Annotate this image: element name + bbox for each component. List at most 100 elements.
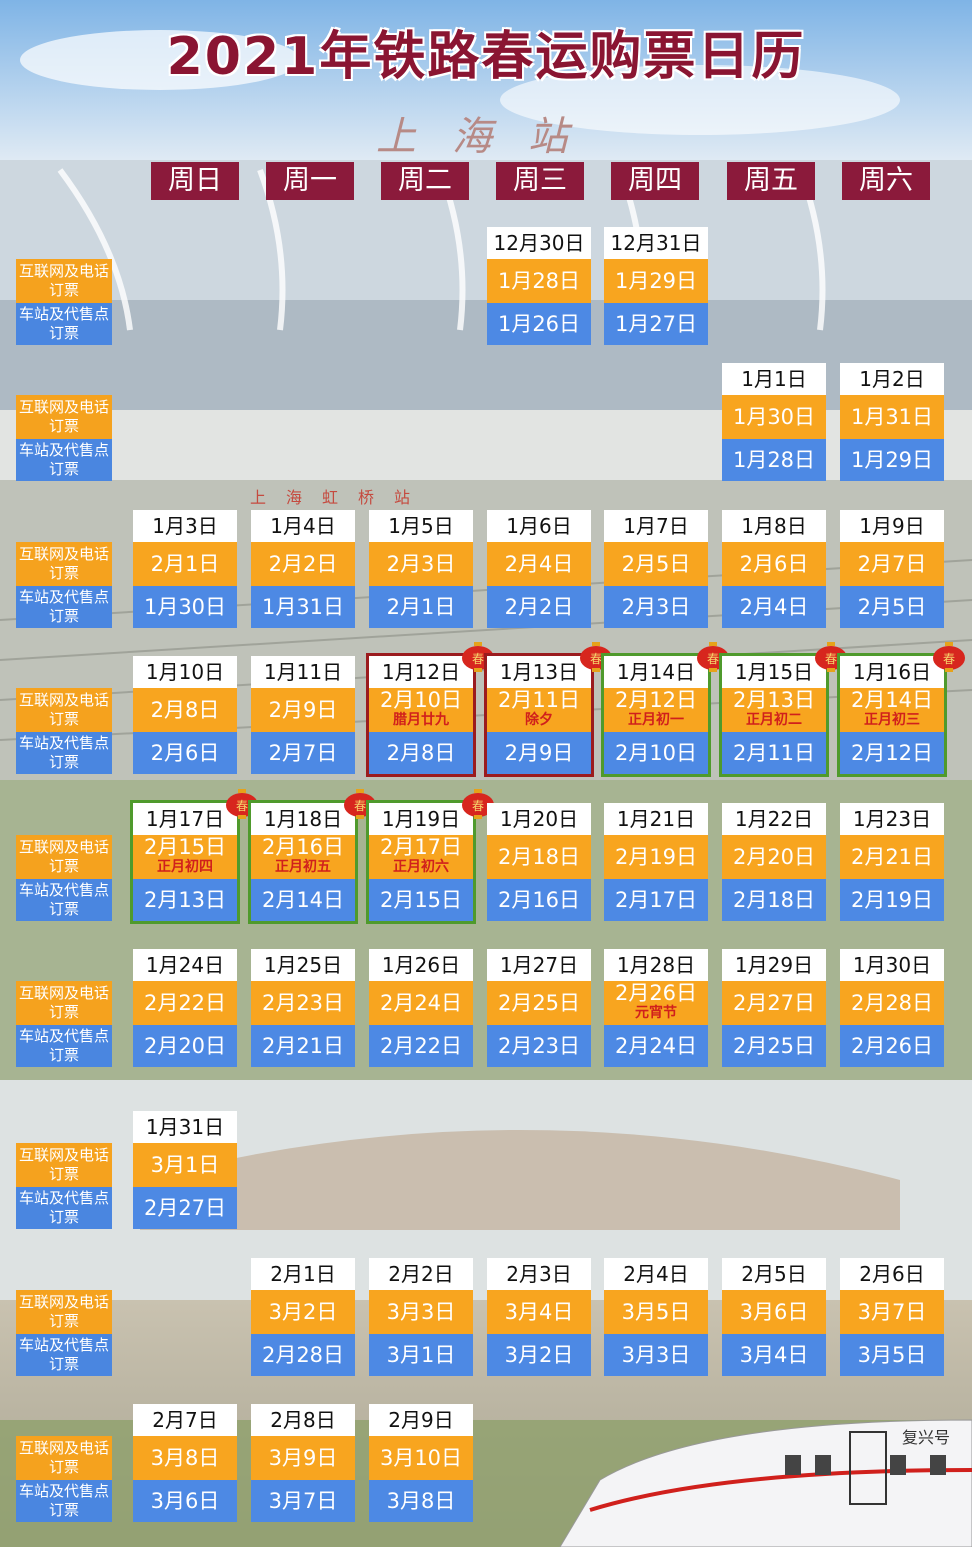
online-sale-date: 2月1日 (133, 542, 237, 586)
day-date: 2月9日 (369, 1404, 473, 1436)
row-label-online: 互联网及电话订票 (16, 542, 112, 586)
day-date: 1月9日 (840, 510, 944, 542)
online-sale-value: 1月29日 (614, 269, 698, 293)
festival-label: 元宵节 (635, 1005, 677, 1021)
station-sale-date: 2月23日 (487, 1025, 591, 1067)
online-sale-date: 2月11日 除夕 (487, 688, 591, 732)
station-sale-date: 2月24日 (604, 1025, 708, 1067)
day-date: 1月2日 (840, 363, 944, 395)
weekday-3: 周三 (496, 162, 584, 200)
lantern-icon: 春 (933, 642, 965, 672)
station-sale-date: 2月19日 (840, 879, 944, 921)
online-sale-date: 2月21日 (840, 835, 944, 879)
online-sale-date: 2月15日 正月初四 (133, 835, 237, 879)
online-sale-date: 2月17日 正月初六 (369, 835, 473, 879)
day-date: 1月22日 (722, 803, 826, 835)
row-label-station: 车站及代售点订票 (16, 1187, 112, 1229)
day-date: 1月19日 (369, 803, 473, 835)
online-sale-date: 2月23日 (251, 981, 355, 1025)
online-sale-date: 3月4日 (487, 1290, 591, 1334)
online-sale-date: 2月16日 正月初五 (251, 835, 355, 879)
calendar-day: 2月1日 3月2日 2月28日 (251, 1258, 355, 1376)
station-sale-date: 2月11日 (722, 732, 826, 774)
online-sale-value: 2月21日 (850, 845, 934, 869)
station-sale-date: 2月22日 (369, 1025, 473, 1067)
lantern-icon: 春 (462, 642, 494, 672)
station-sale-date: 2月5日 (840, 586, 944, 628)
online-sale-date: 2月18日 (487, 835, 591, 879)
calendar-day: 1月31日 3月1日 2月27日 (133, 1111, 237, 1229)
online-sale-date: 1月28日 (487, 259, 591, 303)
online-sale-date: 2月25日 (487, 981, 591, 1025)
day-date: 2月3日 (487, 1258, 591, 1290)
calendar-day: 1月29日 2月27日 2月25日 (722, 949, 826, 1067)
calendar-day: 1月23日 2月21日 2月19日 (840, 803, 944, 921)
weekday-6: 周六 (842, 162, 930, 200)
lantern-icon: 春 (815, 642, 847, 672)
station-sale-date: 2月14日 (251, 879, 355, 921)
row-label-station: 车站及代售点订票 (16, 1334, 112, 1376)
station-sale-date: 2月28日 (251, 1334, 355, 1376)
calendar-day: 1月12日 2月10日 腊月廿九 2月8日 (366, 653, 476, 777)
day-date: 1月31日 (133, 1111, 237, 1143)
online-sale-value: 2月4日 (504, 552, 574, 576)
day-date: 1月24日 (133, 949, 237, 981)
festival-label: 正月初四 (157, 859, 213, 875)
online-sale-value: 2月3日 (386, 552, 456, 576)
calendar-day: 1月30日 2月28日 2月26日 (840, 949, 944, 1067)
calendar-day: 12月31日 1月29日 1月27日 (604, 227, 708, 345)
festival-label: 正月初六 (393, 859, 449, 875)
calendar-day: 1月7日 2月5日 2月3日 (604, 510, 708, 628)
station-sale-date: 3月1日 (369, 1334, 473, 1376)
online-sale-date: 3月7日 (840, 1290, 944, 1334)
festival-label: 正月初二 (746, 712, 802, 728)
online-sale-value: 2月13日 (732, 688, 816, 712)
online-sale-value: 2月11日 (497, 688, 581, 712)
calendar-day: 1月18日 2月16日 正月初五 2月14日 (248, 800, 358, 924)
day-date: 1月3日 (133, 510, 237, 542)
calendar-day: 1月6日 2月4日 2月2日 (487, 510, 591, 628)
station-sale-date: 2月10日 (604, 732, 708, 774)
online-sale-date: 2月9日 (251, 688, 355, 732)
day-date: 1月30日 (840, 949, 944, 981)
station-sale-date: 2月15日 (369, 879, 473, 921)
online-sale-value: 3月1日 (150, 1153, 220, 1177)
station-sale-date: 1月28日 (722, 439, 826, 481)
row-label-online: 互联网及电话订票 (16, 981, 112, 1025)
station-sale-date: 2月3日 (604, 586, 708, 628)
online-sale-value: 2月8日 (150, 698, 220, 722)
row-label-station: 车站及代售点订票 (16, 439, 112, 481)
online-sale-value: 2月22日 (143, 991, 227, 1015)
day-date: 12月30日 (487, 227, 591, 259)
station-sale-date: 2月16日 (487, 879, 591, 921)
station-sale-date: 3月3日 (604, 1334, 708, 1376)
calendar-day: 1月24日 2月22日 2月20日 (133, 949, 237, 1067)
day-date: 1月10日 (133, 656, 237, 688)
online-sale-value: 2月14日 (850, 688, 934, 712)
online-sale-date: 2月3日 (369, 542, 473, 586)
station-sale-date: 2月25日 (722, 1025, 826, 1067)
online-sale-date: 1月31日 (840, 395, 944, 439)
day-date: 1月28日 (604, 949, 708, 981)
online-sale-value: 2月10日 (379, 688, 463, 712)
lantern-icon: 春 (462, 789, 494, 819)
svg-text:春: 春 (472, 799, 484, 813)
calendar-day: 2月4日 3月5日 3月3日 (604, 1258, 708, 1376)
station-sale-date: 1月26日 (487, 303, 591, 345)
online-sale-date: 3月8日 (133, 1436, 237, 1480)
online-sale-date: 2月24日 (369, 981, 473, 1025)
station-sale-date: 2月4日 (722, 586, 826, 628)
row-label-station: 车站及代售点订票 (16, 879, 112, 921)
calendar-day: 1月5日 2月3日 2月1日 (369, 510, 473, 628)
calendar-day: 2月5日 3月6日 3月4日 (722, 1258, 826, 1376)
day-date: 2月5日 (722, 1258, 826, 1290)
svg-text:春: 春 (943, 652, 955, 666)
online-sale-value: 2月24日 (379, 991, 463, 1015)
online-sale-date: 3月1日 (133, 1143, 237, 1187)
station-sale-date: 2月27日 (133, 1187, 237, 1229)
weekday-2: 周二 (381, 162, 469, 200)
day-date: 1月15日 (722, 656, 826, 688)
calendar-day: 2月8日 3月9日 3月7日 (251, 1404, 355, 1522)
station-sale-date: 2月12日 (840, 732, 944, 774)
online-sale-value: 1月28日 (497, 269, 581, 293)
